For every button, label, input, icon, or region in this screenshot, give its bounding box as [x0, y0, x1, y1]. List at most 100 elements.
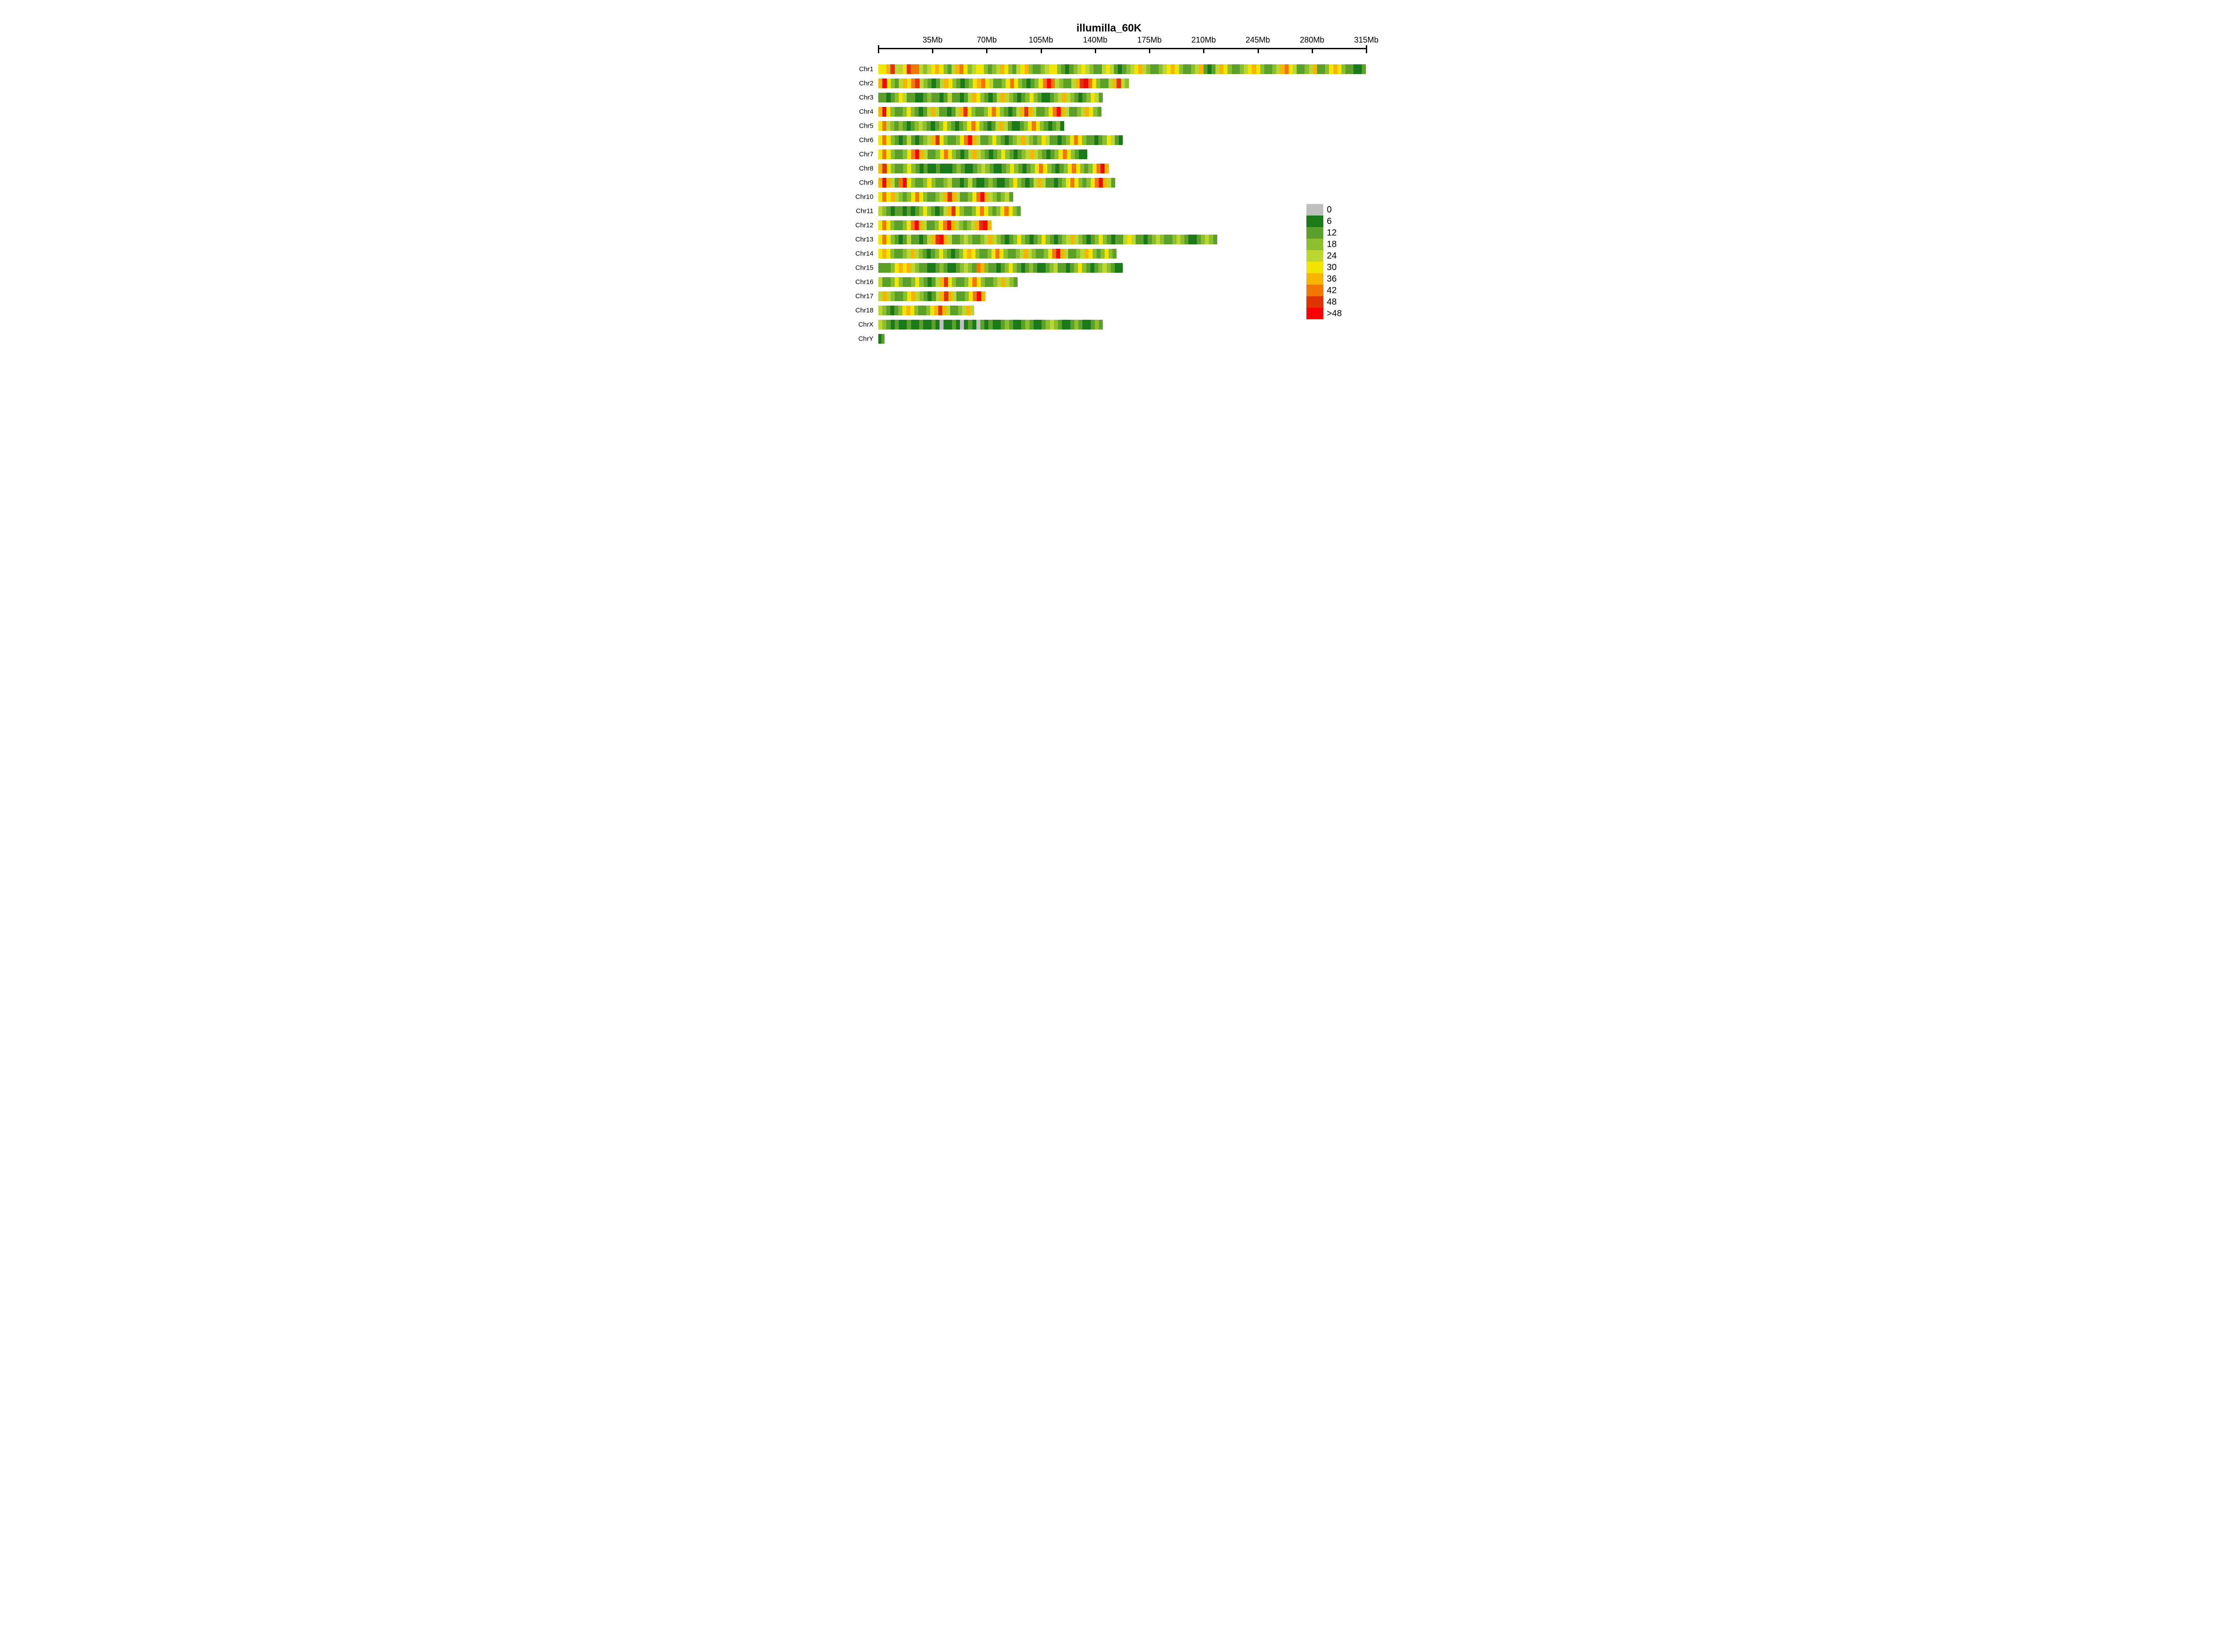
density-bin	[944, 291, 948, 301]
density-bin	[1072, 249, 1076, 259]
density-bin	[1059, 78, 1063, 88]
density-bin	[1205, 235, 1209, 244]
density-bin	[1168, 235, 1172, 244]
density-bin	[899, 135, 903, 145]
density-bin	[944, 320, 948, 330]
density-bin	[1072, 164, 1076, 173]
density-bin	[960, 64, 963, 74]
legend-item: 0	[1306, 204, 1373, 216]
density-bin	[979, 220, 983, 230]
density-bin	[985, 78, 989, 88]
density-bin	[965, 78, 969, 88]
density-bin	[972, 277, 976, 287]
density-bin	[1002, 78, 1006, 88]
density-bin	[1103, 178, 1107, 188]
density-bin	[940, 277, 944, 287]
density-bin	[977, 291, 981, 301]
density-bin	[1054, 93, 1058, 102]
chromosome-row: Chr6	[832, 133, 1364, 147]
density-bin	[1038, 178, 1042, 188]
density-bin	[1005, 135, 1009, 145]
density-bin	[1062, 93, 1066, 102]
density-bin	[948, 277, 952, 287]
density-bin	[1102, 135, 1106, 145]
density-bin	[1086, 93, 1090, 102]
density-bin	[878, 64, 882, 74]
density-bin	[1125, 78, 1129, 88]
density-bin	[936, 320, 940, 330]
density-bin	[972, 93, 976, 102]
density-bin	[993, 320, 997, 330]
density-bin	[1081, 107, 1085, 117]
density-bin	[927, 263, 931, 273]
density-bin	[887, 291, 891, 301]
density-bin	[886, 64, 890, 74]
density-bin	[1017, 206, 1021, 216]
density-bin	[907, 206, 911, 216]
density-bin	[968, 192, 972, 202]
density-bin	[923, 320, 927, 330]
density-bin	[997, 149, 1001, 159]
density-bin	[919, 135, 923, 145]
density-bin	[976, 178, 980, 188]
density-bin	[1062, 263, 1066, 273]
density-bin	[1021, 135, 1025, 145]
density-bin	[1191, 64, 1195, 74]
density-bin	[1033, 135, 1037, 145]
density-bin	[948, 164, 952, 173]
density-bin	[1113, 78, 1117, 88]
density-bin	[1092, 78, 1096, 88]
density-bin	[992, 135, 996, 145]
axis-tick	[932, 48, 933, 53]
density-bin	[993, 192, 997, 202]
density-bin	[1035, 164, 1039, 173]
density-bin	[980, 320, 984, 330]
density-bin	[915, 206, 919, 216]
density-bin	[1025, 235, 1029, 244]
density-bin	[1102, 64, 1106, 74]
density-bin	[1001, 320, 1005, 330]
chromosome-row: Chr1	[832, 62, 1364, 76]
legend-label: 18	[1327, 239, 1337, 250]
density-bin	[1001, 178, 1005, 188]
density-bin	[882, 135, 886, 145]
density-bin	[1086, 178, 1090, 188]
density-bin	[924, 291, 928, 301]
density-bin	[971, 220, 975, 230]
density-bin	[1042, 320, 1046, 330]
density-bin	[964, 192, 968, 202]
density-bin	[952, 206, 956, 216]
density-bin	[1071, 78, 1075, 88]
density-bin	[903, 121, 907, 131]
density-bin	[1184, 235, 1188, 244]
density-bin	[911, 220, 915, 230]
density-bin	[989, 149, 993, 159]
density-bin	[1048, 121, 1052, 131]
density-bin	[915, 235, 919, 244]
density-bin	[1099, 235, 1103, 244]
density-bin	[1058, 135, 1062, 145]
density-bin	[952, 235, 956, 244]
legend-label: 0	[1327, 205, 1332, 215]
density-bin	[938, 306, 942, 315]
density-bin	[1041, 64, 1045, 74]
density-bin	[988, 320, 992, 330]
density-bin	[1111, 235, 1115, 244]
density-bin	[895, 263, 899, 273]
density-bin	[996, 263, 1000, 273]
density-bin	[964, 206, 968, 216]
density-bin	[1003, 121, 1007, 131]
density-bin	[1058, 93, 1062, 102]
density-bin	[984, 235, 988, 244]
density-bin	[919, 206, 923, 216]
density-bin	[1046, 135, 1050, 145]
density-bin	[956, 78, 960, 88]
density-bin	[944, 64, 948, 74]
chromosome-track	[878, 107, 1101, 117]
density-bin	[907, 192, 911, 202]
density-bin	[968, 149, 972, 159]
density-bin	[1030, 149, 1034, 159]
density-bin	[952, 64, 956, 74]
density-bin	[993, 277, 997, 287]
density-bin	[911, 249, 915, 259]
